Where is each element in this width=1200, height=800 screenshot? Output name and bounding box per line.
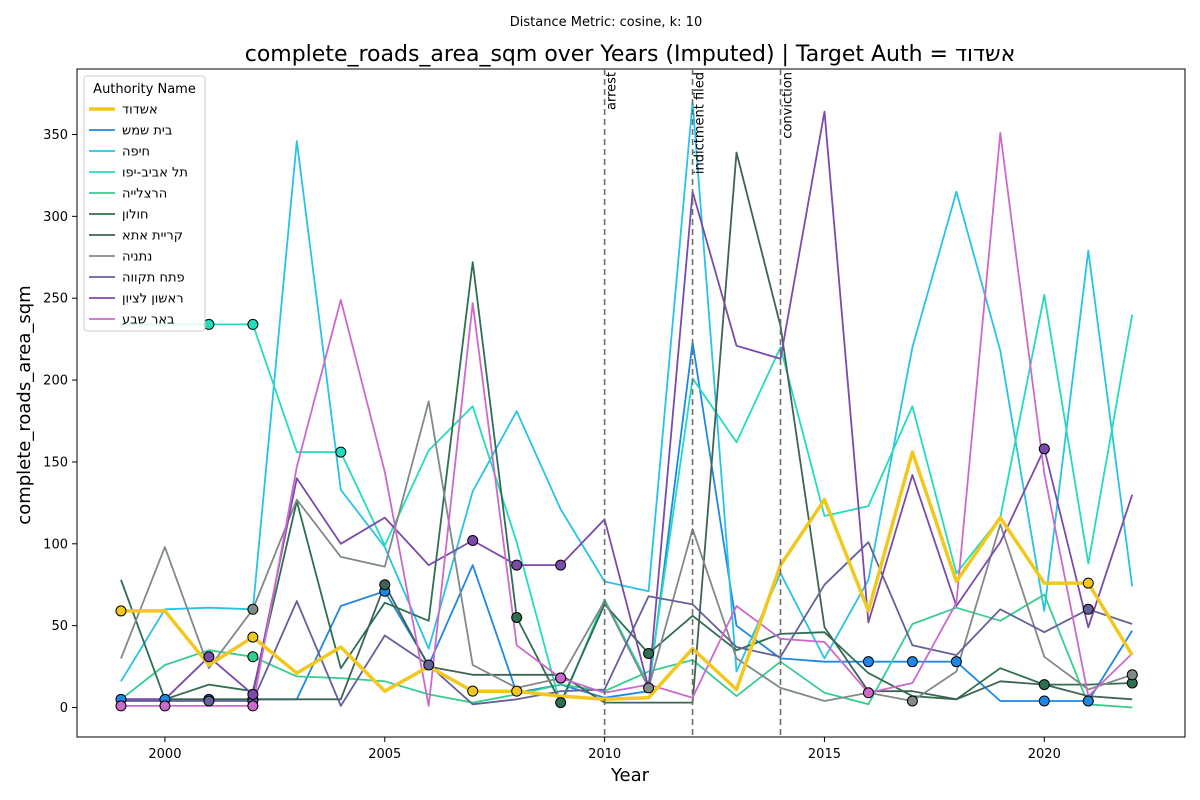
y-tick-label: 50 [51,619,68,634]
imputed-point [1038,695,1050,707]
legend-title: Authority Name [93,82,196,97]
legend-label: חיפה [122,145,150,160]
y-tick-label: 250 [43,292,68,307]
imputed-point [511,685,523,697]
imputed-point [203,695,215,707]
plot-area: 2000 2005 2010 2015 2020 0 50 100 150 200 250 300 35… [43,68,1186,762]
imputed-point [247,651,259,663]
event-label: arrest [605,72,620,110]
series-line [121,131,1133,707]
imputed-point [906,695,918,707]
imputed-point [511,611,523,623]
imputed-point [247,603,259,615]
series-line [121,450,1134,702]
chart-title: complete_roads_area_sqm over Years (Impu… [245,42,1016,67]
event-label: indictment filed [693,72,708,174]
legend-label: נתניה [122,250,152,265]
event-label: conviction [780,72,795,139]
axes-frame [76,68,1186,738]
imputed-point [862,687,874,699]
series-line [121,541,1133,707]
x-tick-label: 2015 [808,747,841,762]
imputed-point [1038,443,1050,455]
imputed-point [1082,603,1094,615]
imputed-point [555,559,567,571]
legend-label: קריית אתא [122,229,183,244]
imputed-point [467,535,479,547]
y-tick-label: 300 [43,210,68,225]
series-lines [120,100,1134,709]
imputed-point [950,656,962,668]
imputed-point [247,631,259,643]
imputed-point [247,318,259,330]
legend-label: תל אביב-יפו [122,166,188,181]
imputed-point [643,682,655,694]
imputed-point [335,446,347,458]
imputed-point [115,605,127,617]
imputed-point [247,688,259,700]
imputed-point [555,697,567,709]
legend-label: חולון [122,208,149,223]
x-tick-label: 2000 [148,747,181,762]
x-tick-label: 2020 [1028,747,1061,762]
y-tick-label: 0 [60,701,68,716]
imputed-point [643,648,655,659]
legend-label: הרצלייה [122,187,167,202]
imputed-point [862,656,874,668]
imputed-point [555,672,567,684]
imputed-point [511,559,523,571]
y-tick-label: 150 [43,455,68,470]
y-tick-label: 200 [43,374,68,389]
series-line [121,110,1134,701]
legend-box [83,75,206,332]
series-line [120,261,1133,704]
imputed-point [1082,695,1094,707]
imputed-markers [115,318,1138,712]
imputed-point [379,579,391,591]
legend-label: באר שבע [122,313,175,328]
series-line [121,151,1133,704]
imputed-point [467,685,479,697]
legend-label: אשדוד [122,103,158,118]
imputed-point [423,659,435,671]
legend: Authority Name אשדוד בית שמש חיפה תל אביב-יפ… [83,75,206,332]
chart-subtitle: Distance Metric: cosine, k: 10 [510,15,702,30]
x-tick-label: 2010 [588,747,621,762]
imputed-point [1038,679,1050,691]
imputed-point [1082,577,1094,589]
imputed-point [203,651,215,663]
imputed-point [1126,669,1138,681]
imputed-point [115,700,127,712]
series-line [120,100,1134,682]
series-line [120,593,1133,709]
imputed-point [247,700,259,712]
x-axis-label: Year [610,765,650,786]
legend-label: פתח תקווה [122,271,185,286]
legend-label: בית שמש [122,124,172,139]
imputed-point [159,700,171,712]
y-tick-label: 350 [43,128,68,143]
x-tick-label: 2005 [368,747,401,762]
legend-label: ראשון לציון [122,292,184,307]
y-axis-label: complete_roads_area_sqm [14,285,35,524]
imputed-point [906,656,918,668]
y-tick-label: 100 [43,537,68,552]
